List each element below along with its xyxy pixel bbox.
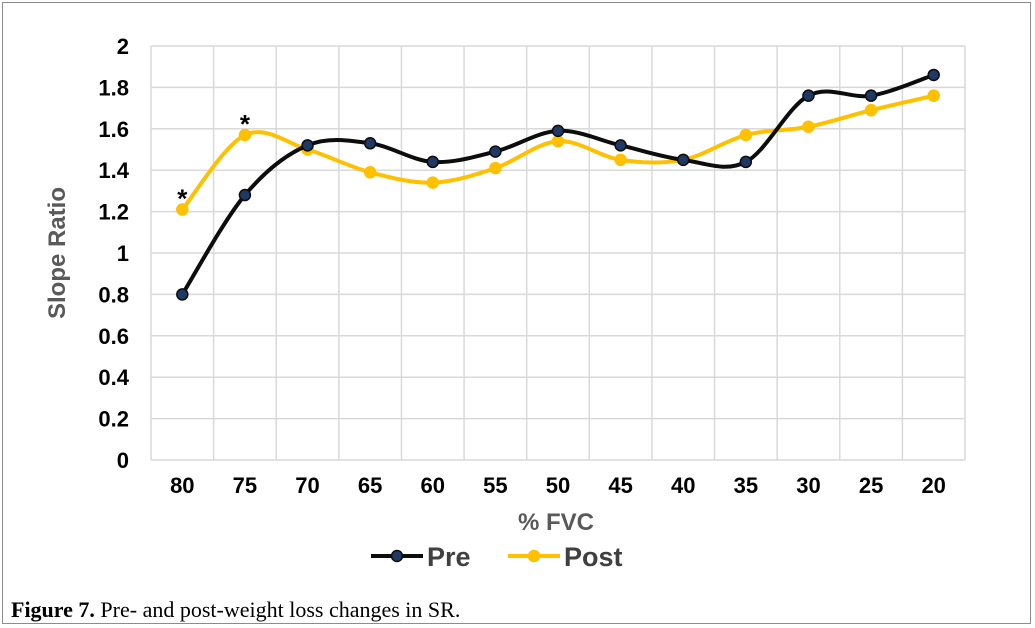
significance-annotation: * (240, 109, 251, 139)
y-tick-label: 0 (117, 448, 129, 473)
y-axis-ticks: 0 0.2 0.4 0.6 0.8 1 1.2 1.4 1.6 1.8 2 (98, 34, 129, 473)
x-tick-label: 60 (421, 473, 445, 498)
x-tick-label: 45 (608, 473, 632, 498)
series-pre-point-50 (551, 124, 565, 138)
series-post-point-20 (927, 89, 940, 102)
y-tick-label: 0.6 (98, 324, 129, 349)
series-post-point-50 (551, 134, 565, 148)
line-chart: 0 0.2 0.4 0.6 0.8 1 1.2 1.4 1.6 1.8 2 80 75 70 65 60 55… (44, 34, 966, 572)
series-pre-point-25 (864, 89, 878, 102)
x-tick-label: 50 (546, 473, 570, 498)
grid-lines (150, 45, 966, 461)
x-tick-label: 55 (483, 473, 507, 498)
series-pre-point-55 (489, 145, 502, 158)
y-tick-label: 0.2 (98, 407, 129, 432)
y-tick-label: 2 (117, 34, 129, 59)
x-tick-label: 80 (170, 473, 194, 498)
y-tick-label: 1 (117, 241, 129, 266)
significance-annotation: * (177, 184, 188, 214)
x-tick-label: 35 (734, 473, 758, 498)
series-pre-point-75 (238, 188, 252, 202)
legend-item-pre: Pre (371, 542, 471, 572)
y-tick-label: 1.8 (98, 75, 129, 100)
series-pre-point-70 (301, 139, 314, 152)
x-tick-label: 30 (796, 473, 820, 498)
legend: Pre Post (371, 542, 623, 572)
y-axis-title: Slope Ratio (44, 187, 71, 319)
series-post-point-75 (238, 128, 252, 142)
y-tick-label: 1.6 (98, 117, 129, 142)
figure-caption: Figure 7. Pre- and post-weight loss chan… (11, 597, 460, 623)
series-pre-point-65 (363, 137, 377, 150)
series-pre-point-40 (676, 153, 690, 167)
series-post-point-80 (176, 203, 189, 216)
legend-item-post: Post (508, 542, 623, 572)
y-tick-label: 0.8 (98, 282, 129, 307)
series-pre-point-45 (614, 139, 627, 152)
x-axis-title: % FVC (518, 509, 594, 536)
series-pre-point-20 (927, 68, 940, 82)
series-post-point-65 (363, 166, 377, 179)
caption-text: Pre- and post-weight loss changes in SR. (94, 597, 461, 622)
x-tick-label: 40 (671, 473, 695, 498)
series-post-point-25 (864, 103, 878, 117)
legend-post-label: Post (564, 542, 623, 572)
series-post-point-35 (739, 128, 753, 142)
x-tick-label: 70 (295, 473, 319, 498)
series-pre-point-80 (176, 288, 189, 301)
legend-pre-marker (390, 549, 404, 563)
series-post-point-30 (802, 120, 815, 133)
series-post-point-60 (426, 176, 440, 189)
series-pre-line (180, 73, 935, 296)
series-post-point-55 (489, 161, 502, 175)
x-tick-label: 65 (358, 473, 382, 498)
series-group (176, 68, 940, 301)
y-tick-label: 1.4 (98, 158, 129, 183)
x-tick-label: 75 (233, 473, 257, 498)
annotations: ** (177, 109, 251, 214)
series-pre-point-35 (739, 155, 753, 169)
x-axis-ticks: 80 75 70 65 60 55 50 45 40 35 30 25 20 (170, 473, 946, 498)
caption-label: Figure 7. (11, 597, 95, 622)
series-pre-point-30 (802, 89, 815, 102)
x-tick-label: 20 (921, 473, 945, 498)
series-post-point-45 (614, 153, 627, 167)
y-tick-label: 0.4 (98, 365, 129, 390)
legend-post-marker (527, 549, 541, 563)
x-tick-label: 25 (859, 473, 883, 498)
legend-pre-label: Pre (427, 542, 471, 572)
series-pre-point-60 (426, 155, 440, 169)
y-tick-label: 1.2 (98, 200, 129, 225)
